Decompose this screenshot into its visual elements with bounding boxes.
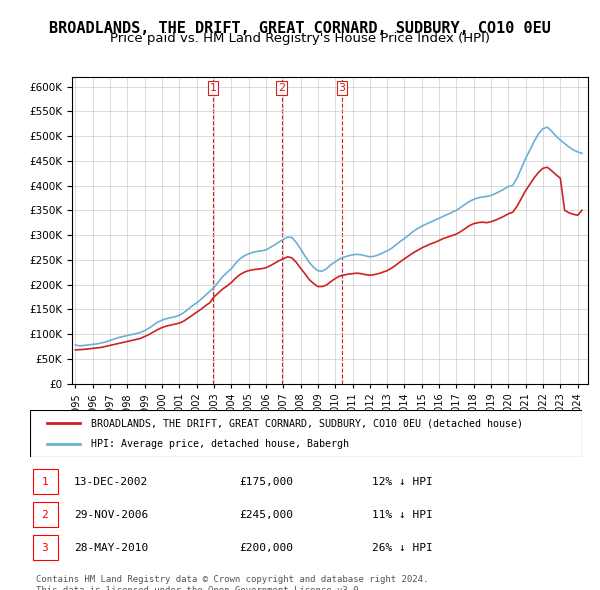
Text: 1: 1 (209, 83, 217, 93)
Text: 26% ↓ HPI: 26% ↓ HPI (372, 543, 433, 553)
Text: £200,000: £200,000 (240, 543, 294, 553)
Text: 3: 3 (338, 83, 346, 93)
Text: BROADLANDS, THE DRIFT, GREAT CORNARD, SUDBURY, CO10 0EU: BROADLANDS, THE DRIFT, GREAT CORNARD, SU… (49, 21, 551, 35)
Text: £175,000: £175,000 (240, 477, 294, 487)
Text: 11% ↓ HPI: 11% ↓ HPI (372, 510, 433, 520)
FancyBboxPatch shape (33, 502, 58, 527)
Text: 3: 3 (41, 543, 48, 553)
Text: 13-DEC-2002: 13-DEC-2002 (74, 477, 148, 487)
FancyBboxPatch shape (33, 470, 58, 494)
Text: Contains HM Land Registry data © Crown copyright and database right 2024.
This d: Contains HM Land Registry data © Crown c… (36, 575, 428, 590)
Text: 12% ↓ HPI: 12% ↓ HPI (372, 477, 433, 487)
Text: £245,000: £245,000 (240, 510, 294, 520)
Text: Price paid vs. HM Land Registry's House Price Index (HPI): Price paid vs. HM Land Registry's House … (110, 32, 490, 45)
Text: 29-NOV-2006: 29-NOV-2006 (74, 510, 148, 520)
FancyBboxPatch shape (33, 536, 58, 560)
FancyBboxPatch shape (30, 410, 582, 457)
Text: BROADLANDS, THE DRIFT, GREAT CORNARD, SUDBURY, CO10 0EU (detached house): BROADLANDS, THE DRIFT, GREAT CORNARD, SU… (91, 418, 523, 428)
Text: 28-MAY-2010: 28-MAY-2010 (74, 543, 148, 553)
Text: 1: 1 (41, 477, 48, 487)
Text: HPI: Average price, detached house, Babergh: HPI: Average price, detached house, Babe… (91, 439, 349, 449)
Text: 2: 2 (278, 83, 285, 93)
Text: 2: 2 (41, 510, 48, 520)
